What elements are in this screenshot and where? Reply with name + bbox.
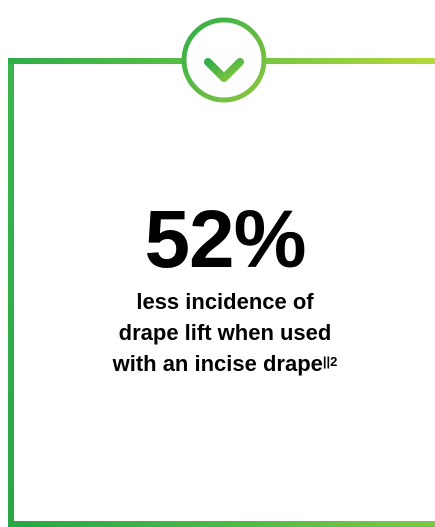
stat-description-line-3: with an incise drape [112,351,323,376]
stat-description-line-2: drape lift when used [118,320,332,345]
frame-bottom-border [8,521,435,527]
arrow-down-icon [204,33,244,82]
down-arrow-badge [181,17,267,103]
footnote-marker: ||2 [322,354,338,369]
stat-description-line-1: less incidence of [136,289,314,314]
stat-block: 52% less incidence of drape lift when us… [90,198,360,379]
stat-value: 52% [144,194,306,285]
frame-left-border [8,58,14,527]
stat-description: less incidence of drape lift when used w… [90,286,360,379]
